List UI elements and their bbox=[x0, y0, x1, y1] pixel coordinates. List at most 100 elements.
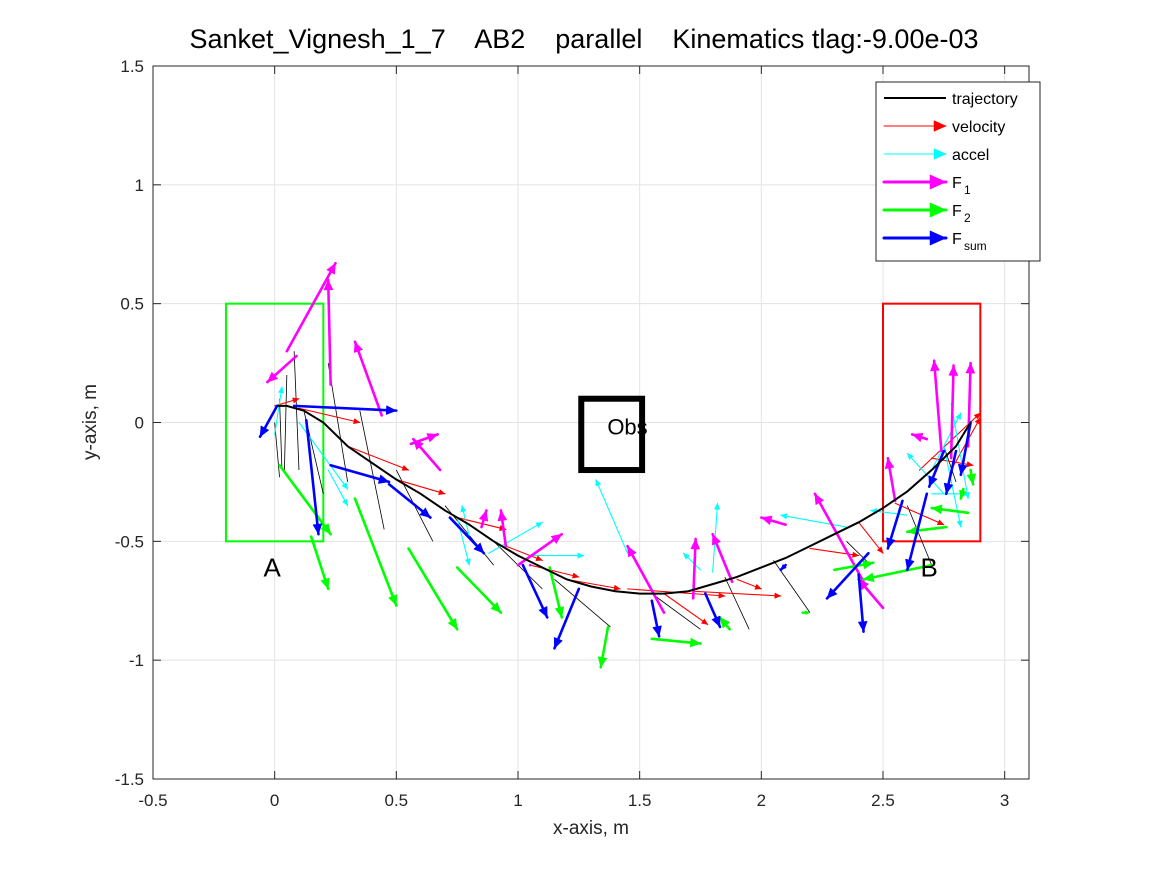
legend-swatch-f1-head bbox=[929, 174, 947, 190]
sample-line-16 bbox=[943, 446, 957, 483]
legend-subscript-f2: 2 bbox=[964, 211, 971, 225]
f2-arrow-11 bbox=[862, 563, 933, 583]
accel-arrow-1-head bbox=[341, 482, 349, 490]
legend-subscript-f1: 1 bbox=[964, 183, 971, 197]
f2-arrow-11-head bbox=[862, 572, 875, 583]
f1-arrow-6-head bbox=[478, 509, 489, 522]
velocity-arrow-6-head bbox=[572, 572, 580, 579]
f2-arrow-14-head bbox=[959, 489, 967, 500]
f2-arrow-3 bbox=[407, 547, 459, 631]
velocity-arrow-3-head bbox=[438, 489, 446, 496]
fsum-arrow-13 bbox=[886, 499, 904, 550]
f2-arrow-3-head bbox=[447, 617, 458, 630]
accel-arrow-16 bbox=[943, 445, 963, 528]
fsum-arrow-9 bbox=[704, 592, 722, 629]
y-axis-label: y-axis, m bbox=[80, 384, 101, 460]
accel-arrow-12-head bbox=[906, 452, 914, 461]
velocity-arrow-13 bbox=[858, 521, 884, 554]
f2-arrow-1-head bbox=[320, 577, 330, 590]
f2-arrow-14 bbox=[959, 487, 967, 500]
accel-arrow-5-shaft bbox=[488, 521, 543, 554]
accel-arrow-15-shaft bbox=[931, 412, 962, 471]
velocity-arrow-0-head bbox=[292, 397, 300, 404]
legend-swatch-fsum-head bbox=[929, 230, 947, 246]
sample-line-1 bbox=[279, 398, 283, 471]
f2-arrow-10 bbox=[833, 559, 875, 572]
x-tick-label-2: 0.5 bbox=[385, 791, 409, 810]
accel-arrow-15 bbox=[931, 412, 962, 471]
fsum-arrow-8 bbox=[650, 599, 662, 638]
region-b-label: B bbox=[921, 552, 938, 582]
accel-arrow-6-shaft bbox=[595, 478, 629, 554]
legend-swatch-fsum bbox=[882, 230, 948, 246]
f2-arrow-6-head bbox=[597, 656, 608, 668]
accel-arrow-0-shaft bbox=[274, 386, 283, 435]
accel-arrow-3 bbox=[460, 505, 470, 538]
accel-arrow-10 bbox=[780, 513, 848, 528]
fsum-arrow-2-head bbox=[312, 523, 323, 535]
y-tick-label-0: -1.5 bbox=[115, 770, 144, 789]
f2-arrow-2-head bbox=[388, 594, 398, 607]
legend-label-fsum: F bbox=[952, 231, 962, 248]
obstacle-label: Obs bbox=[607, 414, 647, 439]
velocity-arrow-2 bbox=[347, 445, 410, 471]
fsum-arrow-2-shaft bbox=[304, 418, 320, 536]
fsum-arrow-15-head bbox=[928, 475, 938, 488]
f2-arrow-4-head bbox=[490, 601, 502, 614]
accel-arrow-14-head bbox=[964, 491, 971, 500]
sample-lines bbox=[274, 351, 957, 630]
f1-arrow-20-head bbox=[965, 362, 976, 374]
fsum-arrow-16-head bbox=[943, 482, 954, 495]
f1-arrow-3-head bbox=[353, 341, 364, 353]
accel-arrow-7 bbox=[529, 552, 585, 559]
f2-arrow-0-head bbox=[320, 523, 331, 535]
accel-arrow-3-head bbox=[460, 505, 467, 513]
legend-swatch-accel bbox=[883, 148, 947, 160]
sample-line-6 bbox=[359, 410, 385, 530]
fsum-arrow-0 bbox=[258, 404, 279, 439]
velocity-arrow-13-head bbox=[876, 546, 884, 554]
velocity-arrow-1-head bbox=[353, 418, 361, 425]
f1-arrow-16-head bbox=[884, 457, 895, 470]
f2-arrow-15 bbox=[966, 468, 977, 486]
x-tick-label-7: 3 bbox=[1000, 791, 1009, 810]
velocity-arrow-11 bbox=[736, 578, 762, 590]
velocity-arrow-12-head bbox=[852, 551, 860, 558]
f1-arrow-18-head bbox=[930, 360, 940, 372]
fsum-arrow-14-shaft bbox=[906, 492, 929, 572]
legend-swatch-accel-head bbox=[933, 148, 947, 160]
f1-arrow-16 bbox=[884, 456, 897, 503]
fsum-arrow-14 bbox=[905, 492, 929, 572]
fsum-arrow-2 bbox=[304, 418, 323, 536]
f2-arrow-11-shaft bbox=[862, 563, 933, 581]
accel-arrow-16-shaft bbox=[943, 445, 962, 528]
fsum-arrow-1-shaft bbox=[292, 404, 398, 412]
velocity-arrow-9-shaft bbox=[663, 593, 709, 626]
fsum-arrow-13-head bbox=[886, 537, 896, 550]
sample-line-12 bbox=[724, 576, 750, 630]
f2-arrow-9 bbox=[801, 610, 809, 615]
f1-arrow-2 bbox=[323, 278, 334, 386]
velocity-arrow-7-head bbox=[613, 584, 621, 591]
velocity-arrow-14-shaft bbox=[894, 502, 945, 526]
f2-arrow-8 bbox=[718, 616, 732, 631]
accel-arrow-9-head bbox=[683, 552, 691, 560]
velocity-arrow-12 bbox=[809, 547, 860, 558]
accel-arrow-5 bbox=[488, 521, 543, 554]
y-tick-label-1: -1 bbox=[129, 651, 144, 670]
fsum-arrow-6-head bbox=[538, 606, 548, 618]
velocity-arrow-6-shaft bbox=[529, 564, 580, 578]
x-tick-label-4: 1.5 bbox=[628, 791, 652, 810]
sample-line-2 bbox=[284, 374, 288, 471]
fsum-arrow-4-head bbox=[419, 507, 431, 518]
velocity-arrow-16-head bbox=[966, 461, 974, 468]
x-axis-ticks: -0.5 0 0.5 1 1.5 2 2.5 3 bbox=[138, 66, 1009, 810]
f1-arrow-18-shaft bbox=[932, 359, 943, 453]
fsum-arrow-17-head bbox=[957, 463, 968, 476]
f2-arrow-2 bbox=[353, 497, 398, 607]
legend-subscript-fsum: sum bbox=[964, 239, 987, 253]
chart-title: Sanket_Vignesh_1_7 AB2 parallel Kinemati… bbox=[190, 24, 979, 54]
f1-arrow-19 bbox=[948, 364, 959, 460]
accel-arrow-2-shaft bbox=[327, 469, 349, 507]
